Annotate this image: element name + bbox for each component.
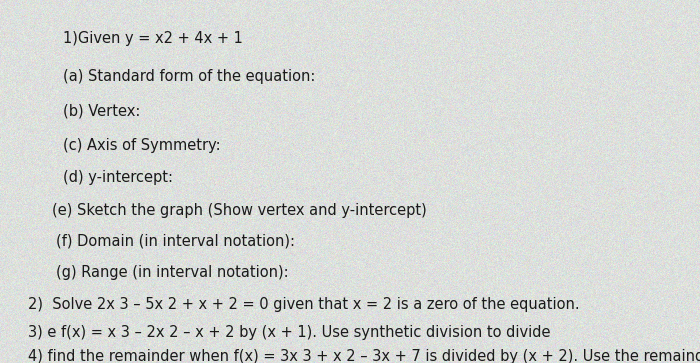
Text: (f) Domain (in interval notation):: (f) Domain (in interval notation): — [56, 234, 295, 249]
Text: (c) Axis of Symmetry:: (c) Axis of Symmetry: — [63, 138, 220, 153]
Text: (a) Standard form of the equation:: (a) Standard form of the equation: — [63, 69, 316, 84]
Text: 3) e f(x) = x 3 – 2x 2 – x + 2 by (x + 1). Use synthetic division to divide: 3) e f(x) = x 3 – 2x 2 – x + 2 by (x + 1… — [28, 325, 550, 340]
Text: (b) Vertex:: (b) Vertex: — [63, 103, 141, 118]
Text: (g) Range (in interval notation):: (g) Range (in interval notation): — [56, 265, 288, 280]
Text: 4) find the remainder when f(x) = 3x 3 + x 2 – 3x + 7 is divided by (x + 2). Use: 4) find the remainder when f(x) = 3x 3 +… — [28, 349, 700, 363]
Text: 1)Given y = x2 + 4x + 1: 1)Given y = x2 + 4x + 1 — [63, 30, 243, 46]
Text: (d) y-intercept:: (d) y-intercept: — [63, 170, 173, 185]
Text: 2)  Solve 2x 3 – 5x 2 + x + 2 = 0 given that x = 2 is a zero of the equation.: 2) Solve 2x 3 – 5x 2 + x + 2 = 0 given t… — [28, 297, 580, 312]
Text: (e) Sketch the graph (Show vertex and y-intercept): (e) Sketch the graph (Show vertex and y-… — [52, 203, 427, 218]
